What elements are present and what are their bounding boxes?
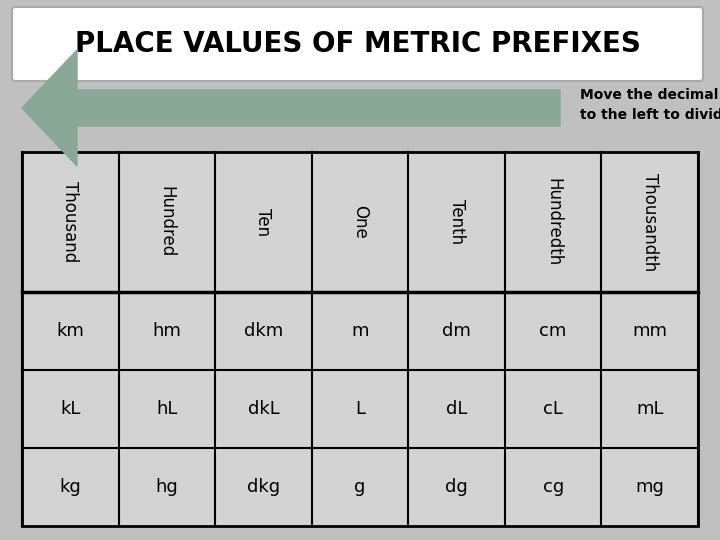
Text: hL: hL xyxy=(156,400,178,418)
Text: hm: hm xyxy=(153,322,181,340)
Text: mm: mm xyxy=(632,322,667,340)
Text: L: L xyxy=(355,400,365,418)
Text: cL: cL xyxy=(543,400,563,418)
Text: dkg: dkg xyxy=(247,478,280,496)
Polygon shape xyxy=(22,50,560,166)
Text: PLACE VALUES OF METRIC PREFIXES: PLACE VALUES OF METRIC PREFIXES xyxy=(75,30,640,58)
Text: Thousandth: Thousandth xyxy=(641,173,659,271)
Text: mg: mg xyxy=(635,478,664,496)
Text: Tenth: Tenth xyxy=(448,199,466,245)
Text: g: g xyxy=(354,478,366,496)
Text: hg: hg xyxy=(156,478,179,496)
Text: km: km xyxy=(56,322,84,340)
Text: dkm: dkm xyxy=(244,322,283,340)
Text: dkL: dkL xyxy=(248,400,279,418)
Bar xyxy=(22,152,698,526)
Text: Thousand: Thousand xyxy=(61,181,79,262)
Text: kg: kg xyxy=(60,478,81,496)
FancyBboxPatch shape xyxy=(12,7,703,81)
Text: Move the decimal point
to the left to divide.: Move the decimal point to the left to di… xyxy=(580,87,720,122)
Text: Ten: Ten xyxy=(254,208,272,236)
Text: cm: cm xyxy=(539,322,567,340)
Text: dg: dg xyxy=(445,478,468,496)
Text: dL: dL xyxy=(446,400,467,418)
Text: m: m xyxy=(351,322,369,340)
Text: Hundredth: Hundredth xyxy=(544,178,562,266)
Text: dm: dm xyxy=(442,322,471,340)
Text: Hundred: Hundred xyxy=(158,186,176,258)
Text: mL: mL xyxy=(636,400,663,418)
Text: cg: cg xyxy=(542,478,564,496)
Text: One: One xyxy=(351,205,369,239)
Text: kL: kL xyxy=(60,400,81,418)
